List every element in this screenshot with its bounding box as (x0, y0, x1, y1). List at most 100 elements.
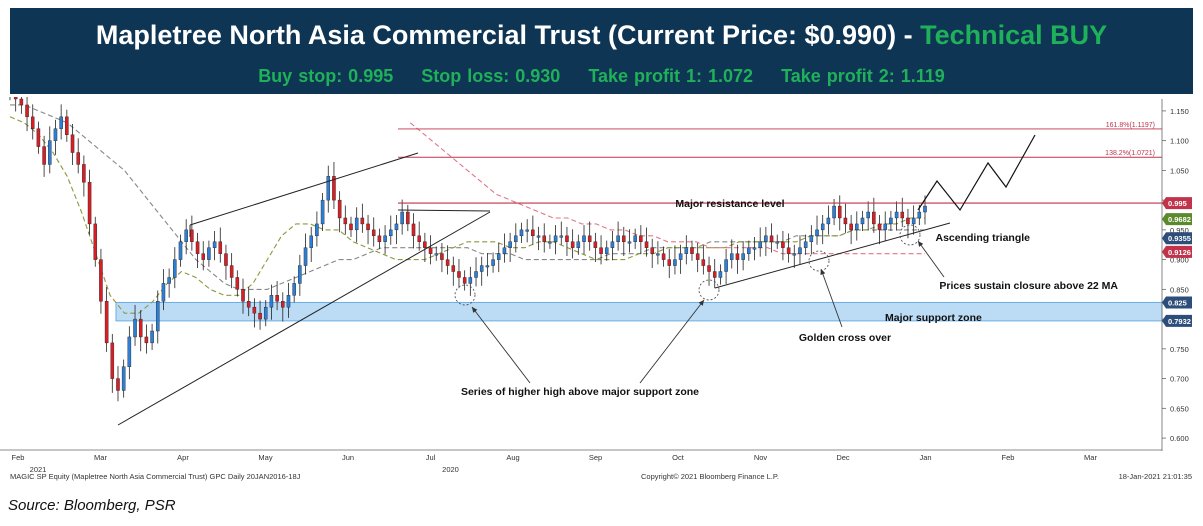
candle-body (383, 235, 387, 242)
candle-body (678, 253, 683, 260)
candle-body (837, 205, 842, 219)
candle-body (758, 241, 762, 248)
y-tick-label: 0.600 (1170, 434, 1189, 443)
candle-body (587, 235, 592, 242)
price-tag-label: 0.7932 (1168, 317, 1191, 326)
y-tick-label: 1.150 (1170, 107, 1189, 116)
candle-body (514, 235, 518, 242)
candle-body (650, 247, 654, 254)
candle-body (286, 295, 291, 308)
candle-body (536, 235, 541, 238)
candle-body (911, 217, 916, 225)
price-tag: 0.9126 (1162, 245, 1192, 258)
annotation-text: Major resistance level (675, 198, 784, 210)
candle-body (70, 134, 75, 153)
candle-body (775, 241, 779, 244)
candle-body (133, 318, 137, 338)
buy-stop-label: Buy stop: 0.995 (258, 66, 394, 86)
candle-body (843, 217, 848, 225)
footer-center: Copyright© 2021 Bloomberg Finance L.P. (641, 472, 779, 481)
candle-body (156, 301, 160, 332)
candle-body (417, 235, 421, 242)
candle-body (218, 241, 223, 254)
candle-body (542, 235, 546, 242)
candle-body (610, 241, 615, 248)
candle-body (593, 241, 598, 248)
x-tick-label: Apr (177, 453, 189, 462)
candle-body (389, 229, 393, 237)
candle-body (519, 229, 524, 237)
candle-body (849, 223, 853, 231)
y-tick-label: 0.950 (1170, 226, 1189, 235)
candle-body (303, 247, 308, 266)
candle-body (673, 259, 677, 266)
candle-body (599, 247, 603, 254)
candle-body (252, 307, 257, 314)
candle-body (707, 265, 711, 272)
y-tick-label: 0.700 (1170, 375, 1189, 384)
title-banner: Mapletree North Asia Commercial Trust (C… (10, 8, 1193, 94)
candle-body (661, 253, 666, 260)
projection-path (917, 134, 1036, 212)
candle-body (30, 116, 35, 129)
candle-body (116, 378, 120, 391)
candle-body (474, 271, 478, 278)
candle-body (87, 182, 92, 225)
candle-body (656, 253, 660, 256)
candle-body (883, 223, 887, 231)
candle-body (326, 176, 331, 201)
candle-body (258, 312, 262, 320)
candle-body (65, 116, 69, 135)
candle-body (127, 336, 132, 367)
candle-body (275, 295, 279, 302)
candle-body (559, 235, 564, 238)
candle-body (826, 217, 831, 225)
candle-body (428, 247, 433, 254)
candle-body (769, 235, 774, 242)
candle-body (121, 366, 126, 391)
x-year-label: 2021 (30, 465, 47, 474)
candle-body (889, 217, 893, 225)
annotation-text: Prices sustain closure above 22 MA (939, 280, 1118, 292)
candle-body (173, 259, 177, 278)
chart-title: Mapletree North Asia Commercial Trust (C… (10, 20, 1193, 51)
annotation-arrow (471, 306, 531, 384)
candle-body (292, 283, 296, 296)
candle-body (576, 241, 581, 248)
candle-body (167, 277, 171, 284)
x-tick-label: Oct (672, 453, 685, 462)
price-tag: 0.9682 (1162, 213, 1192, 226)
y-tick-label: 0.650 (1170, 404, 1189, 413)
price-tag-box (1162, 245, 1192, 258)
candle-body (485, 265, 490, 268)
candle-body (582, 235, 586, 242)
highlight-circle (808, 250, 830, 272)
candle-body (99, 259, 103, 302)
candle-body (724, 259, 728, 272)
candle-body (712, 271, 717, 278)
x-tick-label: May (258, 453, 272, 462)
take-profit-2-label: Take profit 2: 1.119 (781, 66, 945, 86)
arrow-head (472, 307, 478, 313)
candle-body (548, 241, 552, 244)
stop-loss-label: Stop loss: 0.930 (421, 66, 561, 86)
arrow-head (820, 269, 826, 275)
candle-body (525, 229, 529, 232)
candle-body (820, 223, 825, 231)
candle-body (110, 342, 115, 379)
price-chart: 161.8%(1.1197) 138.2%(1.0721) Major resist… (0, 97, 1203, 489)
candle-body (809, 235, 814, 242)
candle-body (622, 235, 626, 242)
candle-body (354, 217, 359, 231)
candle-body (138, 318, 143, 338)
candle-body (815, 229, 819, 237)
price-tag: 0.7932 (1162, 314, 1192, 327)
price-tag: 0.995 (1162, 197, 1192, 210)
x-tick-label: Jul (426, 453, 436, 462)
candle-body (201, 253, 205, 260)
candle-body (19, 98, 24, 106)
x-year-label: 2020 (442, 465, 459, 474)
x-tick-label: Aug (506, 453, 519, 462)
candle-body (604, 247, 609, 254)
arrow-head (918, 241, 924, 247)
